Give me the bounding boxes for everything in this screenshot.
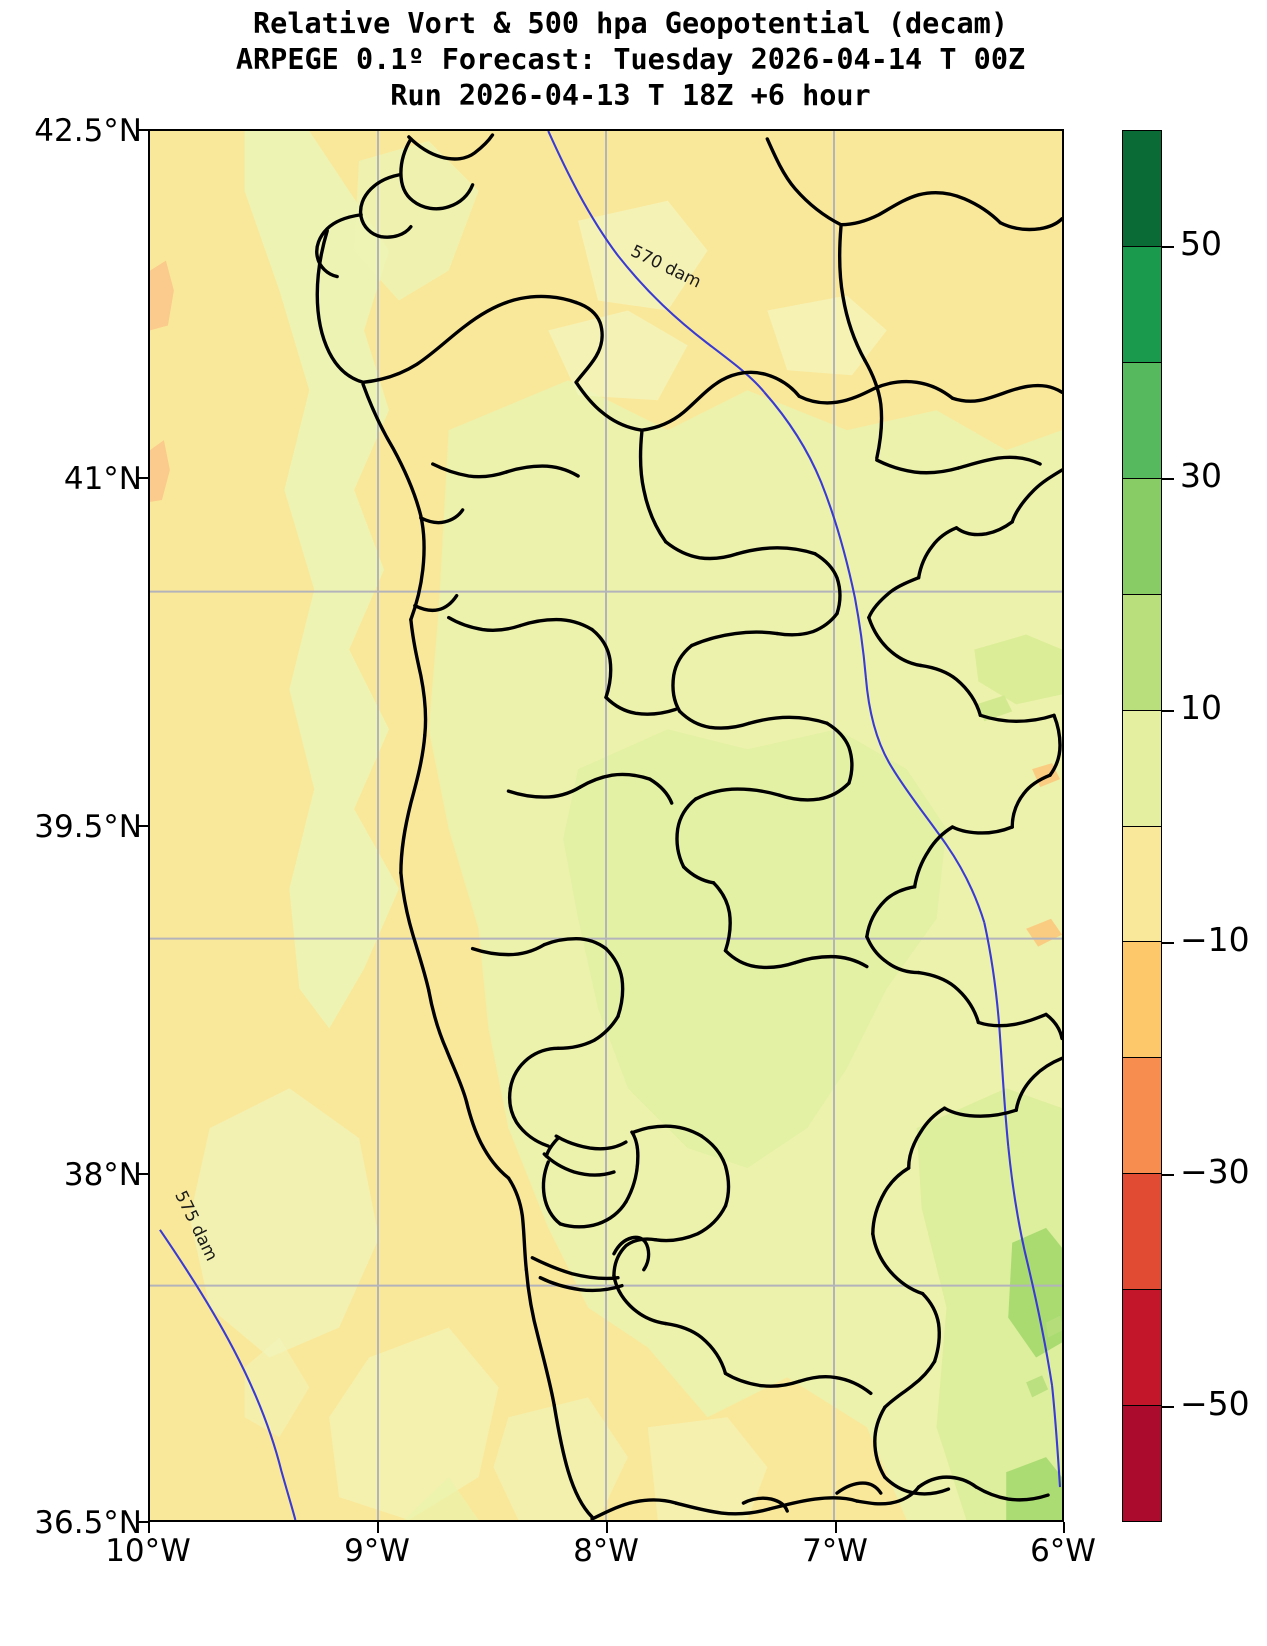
ytick-mark-41 bbox=[137, 477, 148, 479]
forecast-subtitle: ARPEGE 0.1º Forecast: Tuesday 2026-04-14… bbox=[235, 43, 1026, 76]
colorbar-segment-5 bbox=[1123, 710, 1161, 827]
xtick-text: 6°W bbox=[1030, 1533, 1096, 1569]
colorbar-segment-7 bbox=[1123, 942, 1161, 1059]
ytick-mark-39.5 bbox=[137, 825, 148, 827]
coastline-and-borders bbox=[315, 133, 1062, 1520]
xtick-mark-10W bbox=[148, 1522, 150, 1533]
ytick-label-36.5: 36.5°N bbox=[0, 1505, 142, 1541]
geopotential-contours bbox=[159, 131, 1062, 1520]
colorbar-tick-mark-10 bbox=[1162, 710, 1174, 712]
xtick-mark-9W bbox=[377, 1522, 379, 1533]
ytick-text: 36.5°N bbox=[34, 1505, 142, 1541]
ytick-text: 42.5°N bbox=[34, 113, 142, 149]
vorticity-shading bbox=[150, 131, 1062, 1520]
chart-title-block: Relative Vort & 500 hpa Geopotential (de… bbox=[0, 6, 1267, 114]
colorbar-tick-mark--10 bbox=[1162, 942, 1174, 944]
colorbar-segment-11 bbox=[1123, 1406, 1161, 1522]
colorbar-tick-label-30: 30 bbox=[1180, 456, 1222, 495]
xtick-text: 9°W bbox=[344, 1533, 410, 1569]
xtick-mark-6W bbox=[1063, 1522, 1065, 1533]
ytick-mark-42.5 bbox=[137, 129, 148, 131]
colorbar-segment-3 bbox=[1123, 478, 1161, 595]
colorbar-tick-label-50: 50 bbox=[1180, 224, 1222, 263]
ytick-label-42.5: 42.5°N bbox=[0, 113, 142, 149]
colorbar-segment-2 bbox=[1123, 362, 1161, 479]
ytick-mark-36.5 bbox=[137, 1521, 148, 1523]
colorbar-segment-1 bbox=[1123, 246, 1161, 363]
xtick-label-7W: 7°W bbox=[775, 1533, 895, 1569]
map-plot-area: 570 dam 575 dam bbox=[148, 129, 1064, 1522]
page-title: Relative Vort & 500 hpa Geopotential (de… bbox=[253, 7, 1008, 40]
xtick-text: 7°W bbox=[802, 1533, 868, 1569]
colorbar-tick-mark-50 bbox=[1162, 246, 1174, 248]
xtick-label-9W: 9°W bbox=[317, 1533, 437, 1569]
xtick-text: 8°W bbox=[573, 1533, 639, 1569]
xtick-label-6W: 6°W bbox=[1003, 1533, 1123, 1569]
xtick-mark-8W bbox=[606, 1522, 608, 1533]
colorbar-tick-label--10: −10 bbox=[1180, 920, 1250, 959]
colorbar[interactable] bbox=[1122, 130, 1162, 1522]
colorbar-segment-0 bbox=[1123, 131, 1161, 247]
xtick-mark-7W bbox=[835, 1522, 837, 1533]
run-subtitle: Run 2026-04-13 T 18Z +6 hour bbox=[390, 79, 871, 112]
ytick-mark-38 bbox=[137, 1173, 148, 1175]
colorbar-tick-mark-30 bbox=[1162, 478, 1174, 480]
ytick-label-41: 41°N bbox=[0, 461, 142, 497]
xtick-label-8W: 8°W bbox=[546, 1533, 666, 1569]
colorbar-segment-8 bbox=[1123, 1058, 1161, 1175]
colorbar-segment-9 bbox=[1123, 1174, 1161, 1291]
colorbar-tick-label-10: 10 bbox=[1180, 688, 1222, 727]
colorbar-segment-10 bbox=[1123, 1290, 1161, 1407]
ytick-text: 41°N bbox=[63, 461, 142, 497]
map-gridlines bbox=[150, 131, 1062, 1520]
xtick-text: 10°W bbox=[105, 1533, 191, 1569]
colorbar-segment-4 bbox=[1123, 594, 1161, 711]
colorbar-tick-label--50: −50 bbox=[1180, 1384, 1250, 1423]
colorbar-tick-mark--50 bbox=[1162, 1406, 1174, 1408]
colorbar-tick-mark--30 bbox=[1162, 1174, 1174, 1176]
xtick-label-10W: 10°W bbox=[88, 1533, 208, 1569]
map-canvas bbox=[150, 131, 1062, 1520]
colorbar-segment-6 bbox=[1123, 826, 1161, 943]
ytick-label-39.5: 39.5°N bbox=[0, 809, 142, 845]
ytick-label-38: 38°N bbox=[0, 1157, 142, 1193]
colorbar-tick-label--30: −30 bbox=[1180, 1152, 1250, 1191]
ytick-text: 39.5°N bbox=[34, 809, 142, 845]
ytick-text: 38°N bbox=[63, 1157, 142, 1193]
